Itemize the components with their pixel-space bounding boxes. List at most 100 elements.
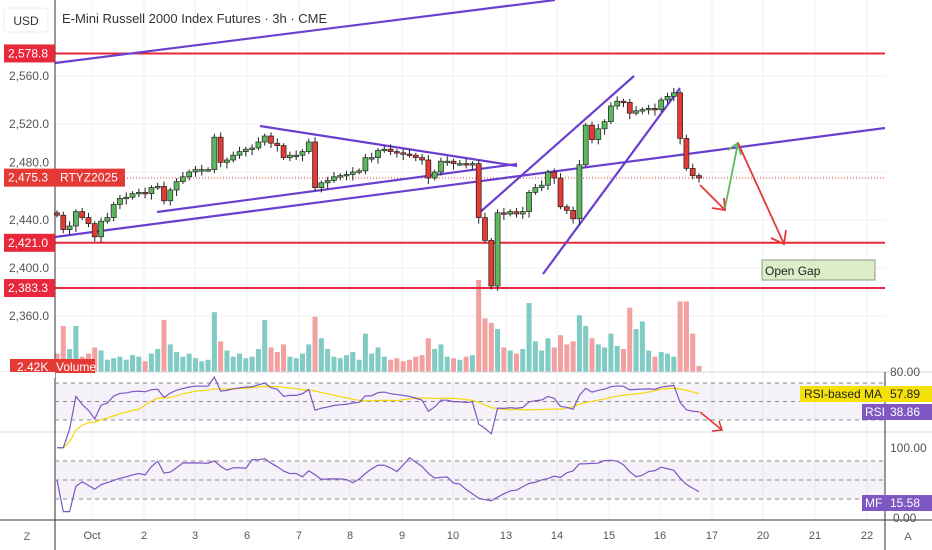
volume-bar (482, 318, 488, 372)
candle (117, 194, 123, 210)
volume-bar (281, 344, 287, 372)
volume-bar (406, 359, 412, 372)
rsi-pane[interactable] (55, 375, 885, 449)
candle (123, 192, 130, 205)
time-axis-label: 9 (399, 530, 405, 542)
volume-bar (186, 353, 192, 372)
volume-bar (532, 341, 538, 372)
upper-channel-line[interactable] (54, 0, 556, 65)
time-axis[interactable]: Oct 2 3 6 7 8 9 10 13 14 15 16 17 20 21 22 (83, 530, 873, 542)
arrow-down-long[interactable] (737, 142, 787, 246)
rsi-ma-label: RSI-based MA (804, 387, 882, 401)
arrow-up[interactable] (724, 141, 742, 209)
long-support-line[interactable] (54, 126, 886, 239)
wedge-upper-line[interactable] (477, 75, 635, 215)
volume-bar (142, 361, 148, 372)
volume-series (54, 280, 702, 372)
candle (318, 180, 325, 193)
volume-bar (469, 355, 475, 372)
volume-bar (526, 303, 532, 372)
candle (192, 166, 199, 177)
trendlines[interactable] (54, 0, 886, 275)
volume-bar (362, 333, 368, 372)
volume-bar (325, 349, 331, 372)
candle (589, 121, 595, 144)
level-tag-label: 2,383.3 (8, 281, 48, 295)
candle (85, 212, 92, 228)
time-axis-label: 6 (244, 530, 250, 542)
arrow-down-short[interactable] (699, 184, 726, 212)
candle (362, 154, 369, 175)
triangle-lower-line[interactable] (156, 162, 518, 214)
candle (104, 212, 111, 224)
volume-bar (111, 358, 117, 372)
candle (469, 161, 476, 170)
volume-bar (312, 316, 318, 372)
timezone-button[interactable]: Z (24, 531, 31, 543)
candle (236, 146, 243, 159)
candle (161, 181, 167, 205)
price-axis[interactable]: 2,560.0 2,520.0 2,480.0 2,440.0 2,400.0 2,360… (9, 69, 49, 323)
volume-bar (318, 338, 324, 372)
volume-bar (576, 315, 582, 372)
candle (312, 137, 318, 192)
candle (482, 212, 488, 243)
time-axis-label: Oct (83, 530, 100, 542)
volume-bar (639, 321, 645, 372)
volume-bar (463, 356, 469, 372)
volume-bar (381, 356, 387, 372)
candle (652, 103, 658, 116)
volume-bar (690, 333, 696, 372)
volume-bar (350, 352, 356, 372)
volume-bar (299, 353, 305, 372)
volume-bar (419, 355, 425, 372)
volume-label: Volume (56, 360, 96, 374)
auto-scale-button[interactable]: A (904, 531, 912, 543)
level-tag-label: 2,421.0 (8, 236, 48, 250)
candle (91, 221, 98, 242)
rsi-arrow[interactable] (699, 411, 724, 432)
candle (456, 160, 463, 166)
candle (142, 187, 148, 199)
volume-bar (488, 322, 494, 372)
volume-bar (608, 333, 614, 372)
rsi-label: RSI (865, 405, 885, 419)
mf-label: MF (865, 496, 882, 510)
open-gap-annotation[interactable]: Open Gap (761, 259, 876, 281)
rsi-value: 38.86 (890, 405, 920, 419)
candle (689, 163, 696, 180)
rsi-ma-line (57, 385, 700, 449)
volume-bar (432, 349, 438, 372)
currency-button[interactable] (3, 7, 49, 33)
projection-arrows[interactable] (699, 141, 787, 246)
candle (601, 119, 608, 135)
volume-tag (10, 359, 95, 373)
candle (387, 144, 394, 156)
mf-pane[interactable] (55, 457, 885, 513)
candle (519, 206, 526, 219)
volume-bar (344, 355, 350, 372)
candle (268, 132, 274, 148)
rsi-ma-value: 57.89 (890, 387, 920, 401)
triangle-upper-line[interactable] (259, 124, 518, 168)
volume-bar (677, 301, 683, 372)
volume-bar (104, 359, 110, 372)
candle (406, 149, 413, 158)
candles (54, 88, 702, 291)
volume-bar (287, 356, 293, 372)
wedge-lower-line[interactable] (542, 87, 681, 275)
price-tags: 2,578.8 2,421.0 2,383.3 2,475.3 RTYZ2025 (4, 44, 125, 298)
volume-bar (211, 312, 217, 372)
volume-bar (646, 350, 652, 372)
candle (394, 149, 400, 158)
volume-bar (388, 359, 394, 372)
mf-value: 15.58 (890, 496, 920, 510)
volume-bar (237, 353, 243, 372)
candle (412, 152, 419, 162)
candle (180, 172, 186, 184)
volume-bar (98, 350, 104, 372)
volume-bar (457, 359, 463, 372)
volume-bar (218, 341, 224, 372)
horizontal-levels[interactable] (55, 52, 885, 290)
